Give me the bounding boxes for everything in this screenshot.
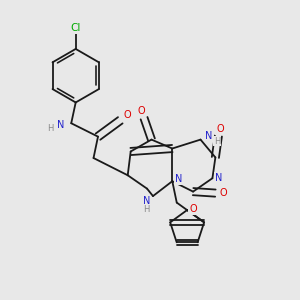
Text: N: N: [215, 173, 223, 183]
Text: O: O: [219, 188, 226, 198]
Text: O: O: [137, 106, 145, 116]
Text: Cl: Cl: [70, 22, 81, 32]
Text: H: H: [214, 136, 220, 146]
Text: O: O: [216, 124, 224, 134]
Text: N: N: [57, 120, 64, 130]
Text: N: N: [143, 196, 150, 206]
Text: H: H: [46, 124, 53, 133]
Text: N: N: [205, 131, 212, 141]
Text: N: N: [175, 174, 182, 184]
Text: O: O: [189, 204, 197, 214]
Text: H: H: [143, 205, 150, 214]
Text: O: O: [123, 110, 130, 120]
